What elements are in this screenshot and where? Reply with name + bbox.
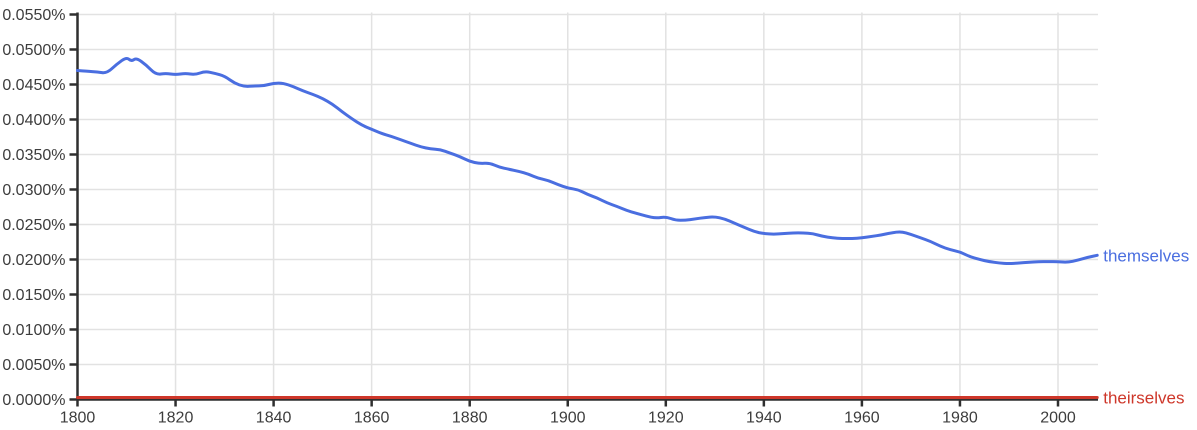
y-axis-tick-label: 0.0150%: [2, 287, 65, 304]
x-axis-tick-label: 1860: [354, 410, 390, 427]
y-axis-tick-label: 0.0050%: [2, 357, 65, 374]
x-axis-tick-label: 1960: [844, 410, 880, 427]
y-axis-tick-label: 0.0500%: [2, 42, 65, 59]
x-axis-tick-label: 2000: [1040, 410, 1076, 427]
y-axis-tick-label: 0.0400%: [2, 112, 65, 129]
y-axis-tick-label: 0.0550%: [2, 7, 65, 24]
x-axis-tick-label: 1920: [648, 410, 684, 427]
x-axis-tick-label: 1900: [550, 410, 586, 427]
series-end-label-theirselves: theirselves: [1103, 389, 1184, 408]
x-axis-tick-label: 1800: [60, 410, 96, 427]
x-axis-tick-label: 1880: [452, 410, 488, 427]
x-axis-tick-label: 1980: [942, 410, 978, 427]
y-axis-tick-label: 0.0100%: [2, 322, 65, 339]
y-axis-tick-label: 0.0450%: [2, 77, 65, 94]
x-axis-tick-label: 1820: [158, 410, 194, 427]
y-axis-tick-label: 0.0000%: [2, 392, 65, 409]
y-axis-tick-label: 0.0300%: [2, 182, 65, 199]
y-axis-tick-label: 0.0250%: [2, 217, 65, 234]
y-axis-tick-label: 0.0200%: [2, 252, 65, 269]
y-axis-tick-label: 0.0350%: [2, 147, 65, 164]
series-end-label-themselves: themselves: [1103, 246, 1189, 265]
series-line-themselves[interactable]: [76, 57, 1099, 266]
x-axis-tick-label: 1940: [746, 410, 782, 427]
x-axis-tick-label: 1840: [256, 410, 292, 427]
